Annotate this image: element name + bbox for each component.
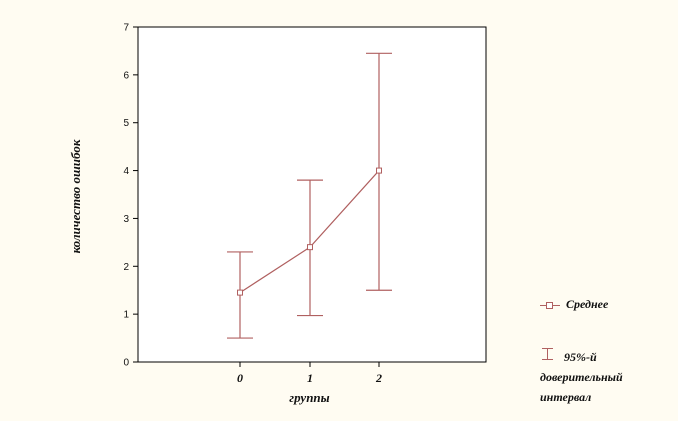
legend-ci-line3: интервал [540,390,592,404]
y-tick-label: 2 [123,262,129,273]
legend-ci: 95%-й доверительный интервал [540,346,623,406]
x-tick-label: 2 [375,371,382,385]
y-tick-label: 1 [123,310,129,321]
mean-point [376,167,382,174]
mean-point [237,289,243,296]
legend-mean: Среднее [540,297,608,312]
y-tick-label: 5 [123,118,129,129]
y-tick-label: 4 [123,166,129,177]
y-tick-label: 3 [123,214,129,225]
x-axis-title: группы [289,390,329,405]
x-tick-label: 1 [307,371,313,385]
y-tick-label: 6 [123,70,129,81]
legend-ci-line2: доверительный [540,370,623,384]
error-bar-icon [540,346,558,362]
mean-marker-icon [540,299,562,311]
mean-point [307,244,313,251]
x-tick-label: 0 [237,371,243,385]
y-tick-label: 0 [123,358,129,369]
y-axis-title: количество ошибок [68,139,83,253]
y-tick-label: 7 [123,23,129,34]
plot-frame [137,26,487,363]
legend-ci-line1: 95%-й [564,350,597,364]
legend-mean-label: Среднее [566,297,609,311]
